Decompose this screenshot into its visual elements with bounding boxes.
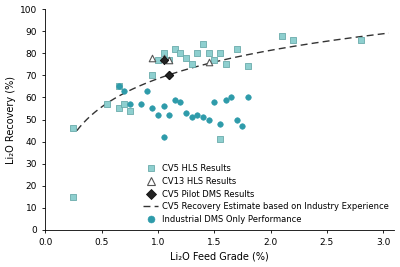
Point [172,47,178,51]
Point [228,95,234,100]
Point [166,73,172,77]
Point [115,84,122,88]
Point [160,104,167,108]
Point [126,108,133,113]
Point [234,117,240,122]
Point [222,97,229,102]
Point [155,58,161,62]
Point [206,117,212,122]
Point [115,106,122,111]
Point [290,38,296,42]
Point [172,97,178,102]
Point [149,106,156,111]
Point [121,89,127,93]
Point [217,137,223,142]
Point [121,102,127,106]
Point [70,126,77,131]
Point [279,33,285,38]
Point [144,89,150,93]
Point [138,102,144,106]
Point [239,124,246,128]
Point [160,51,167,55]
Point [211,100,218,104]
Point [149,73,156,77]
Point [115,84,122,88]
Point [149,56,156,60]
Point [70,195,77,199]
Point [177,51,184,55]
Point [104,102,110,106]
Point [160,56,167,60]
Point [188,62,195,66]
Point [166,58,172,62]
Point [126,102,133,106]
Point [234,47,240,51]
Point [194,51,200,55]
Legend: CV5 HLS Results, CV13 HLS Results, CV5 Pilot DMS Results, CV5 Recovery Estimate : CV5 HLS Results, CV13 HLS Results, CV5 P… [142,162,390,226]
Point [206,51,212,55]
Point [217,51,223,55]
Point [200,42,206,46]
Point [245,95,251,100]
Point [166,58,172,62]
Point [211,58,218,62]
Point [194,113,200,117]
Point [155,113,161,117]
Point [217,122,223,126]
Point [160,58,167,62]
Point [206,60,212,64]
Point [166,113,172,117]
Point [183,56,189,60]
Point [188,115,195,119]
Point [200,115,206,119]
Point [177,100,184,104]
Point [222,62,229,66]
Point [166,73,172,77]
Point [183,111,189,115]
Point [160,135,167,139]
Point [358,38,364,42]
Point [245,64,251,69]
X-axis label: Li₂O Feed Grade (%): Li₂O Feed Grade (%) [170,252,269,261]
Y-axis label: Li₂O Recovery (%): Li₂O Recovery (%) [6,76,16,163]
